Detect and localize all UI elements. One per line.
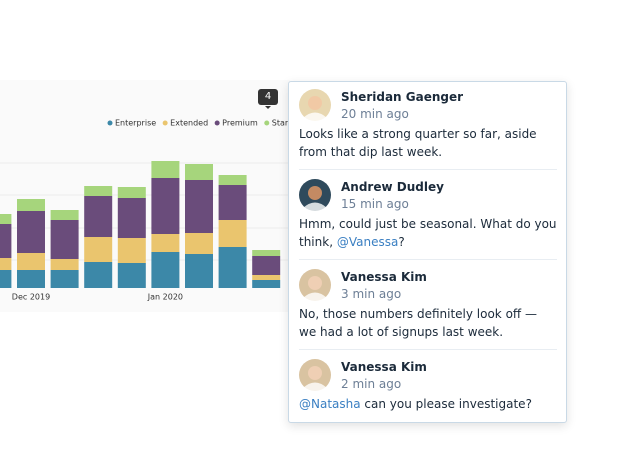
bar-segment [0, 214, 12, 224]
avatar-face [308, 186, 322, 200]
separator [299, 169, 557, 170]
bar-segment [117, 238, 146, 263]
legend-dot [162, 120, 168, 126]
chart: Dec 2019 Jan 2020 Enterprise Extended Premiu… [0, 80, 290, 312]
bar-segment [84, 196, 113, 237]
bar-segment [0, 258, 12, 270]
comment-popup: Sheridan Gaenger 20 min ago Looks like a s… [288, 81, 567, 423]
avatar-body [303, 112, 327, 121]
comment-text: Hmm, could just be seasonal. What do you… [299, 217, 557, 249]
bar-segment [151, 178, 180, 234]
avatar [299, 179, 331, 211]
bar-segment [218, 247, 247, 288]
bar-segment [117, 187, 146, 198]
bar-segment [17, 270, 45, 288]
bar-segment [0, 224, 12, 258]
comment-text: can you please investigate? [360, 397, 532, 411]
timestamp: 2 min ago [341, 377, 402, 391]
avatar-body [303, 202, 327, 211]
avatar-body [303, 382, 327, 391]
bar-segment [185, 164, 213, 180]
separator [299, 349, 557, 350]
author-name: Andrew Dudley [341, 180, 444, 194]
bar-segment [218, 175, 247, 185]
bar-segment [218, 220, 247, 247]
bar-segment [252, 280, 281, 288]
bar-segment [17, 211, 45, 253]
bar-segment [185, 180, 213, 233]
avatar-body [303, 292, 327, 301]
timestamp: 3 min ago [341, 287, 402, 301]
mention[interactable]: @Vanessa [336, 235, 399, 249]
author-name: Vanessa Kim [341, 360, 427, 374]
timestamp: 15 min ago [341, 197, 409, 211]
legend-dot [214, 120, 220, 126]
x-tick-label: Dec 2019 [12, 293, 50, 302]
bar-segment [151, 161, 180, 178]
avatar-face [308, 276, 322, 290]
comment-text: ? [398, 235, 405, 249]
avatar-face [308, 366, 322, 380]
comment-badge[interactable]: 4 [258, 89, 278, 109]
bar-segment [151, 252, 180, 288]
bar-segment [50, 259, 79, 270]
timestamp: 20 min ago [341, 107, 409, 121]
bar-segment [218, 185, 247, 220]
bar-segment [17, 253, 45, 270]
comment: Vanessa Kim 3 min ago No, those numbers de… [299, 269, 557, 359]
bar-segment [50, 270, 79, 288]
bar-segment [185, 233, 213, 254]
legend-dot [107, 120, 113, 126]
avatar-face [308, 96, 322, 110]
bar-segment [17, 199, 45, 211]
bar-segment [84, 262, 113, 288]
bar-segment [252, 275, 281, 280]
author-name: Vanessa Kim [341, 270, 427, 284]
comment-body: Hmm, could just be seasonal. What do you… [299, 215, 557, 251]
bar-segment [185, 254, 213, 288]
comment-text: No, those numbers definitely look off — … [299, 307, 537, 339]
x-tick-label: Jan 2020 [147, 293, 183, 302]
avatar [299, 359, 331, 391]
legend-label: Extended [170, 119, 208, 128]
comment-body: No, those numbers definitely look off — … [299, 305, 557, 341]
bar-segment [252, 250, 281, 256]
bar-segment [0, 270, 12, 288]
bar-segment [117, 263, 146, 288]
bar-segment [252, 256, 281, 275]
bar-segment [84, 186, 113, 196]
legend-dot [264, 120, 270, 126]
comment-text: Looks like a strong quarter so far, asid… [299, 127, 537, 159]
bar-segment [84, 237, 113, 262]
legend-label: Enterprise [115, 119, 156, 128]
bar-segment [50, 220, 79, 259]
separator [299, 259, 557, 260]
legend-label: Premium [222, 119, 258, 128]
bar-segment [50, 210, 79, 220]
comment: Sheridan Gaenger 20 min ago Looks like a s… [299, 89, 557, 179]
legend-label: Startup [272, 119, 290, 128]
comment-body: Looks like a strong quarter so far, asid… [299, 125, 557, 161]
author-name: Sheridan Gaenger [341, 90, 464, 104]
avatar [299, 89, 331, 121]
avatar [299, 269, 331, 301]
bar-segment [151, 234, 180, 252]
comment: Vanessa Kim 2 min ago @Natasha can you ple… [299, 359, 557, 449]
comment: Andrew Dudley 15 min ago Hmm, could just b… [299, 179, 557, 269]
comment-body: @Natasha can you please investigate? [299, 395, 557, 413]
mention[interactable]: @Natasha [299, 397, 361, 411]
bar-segment [117, 198, 146, 238]
